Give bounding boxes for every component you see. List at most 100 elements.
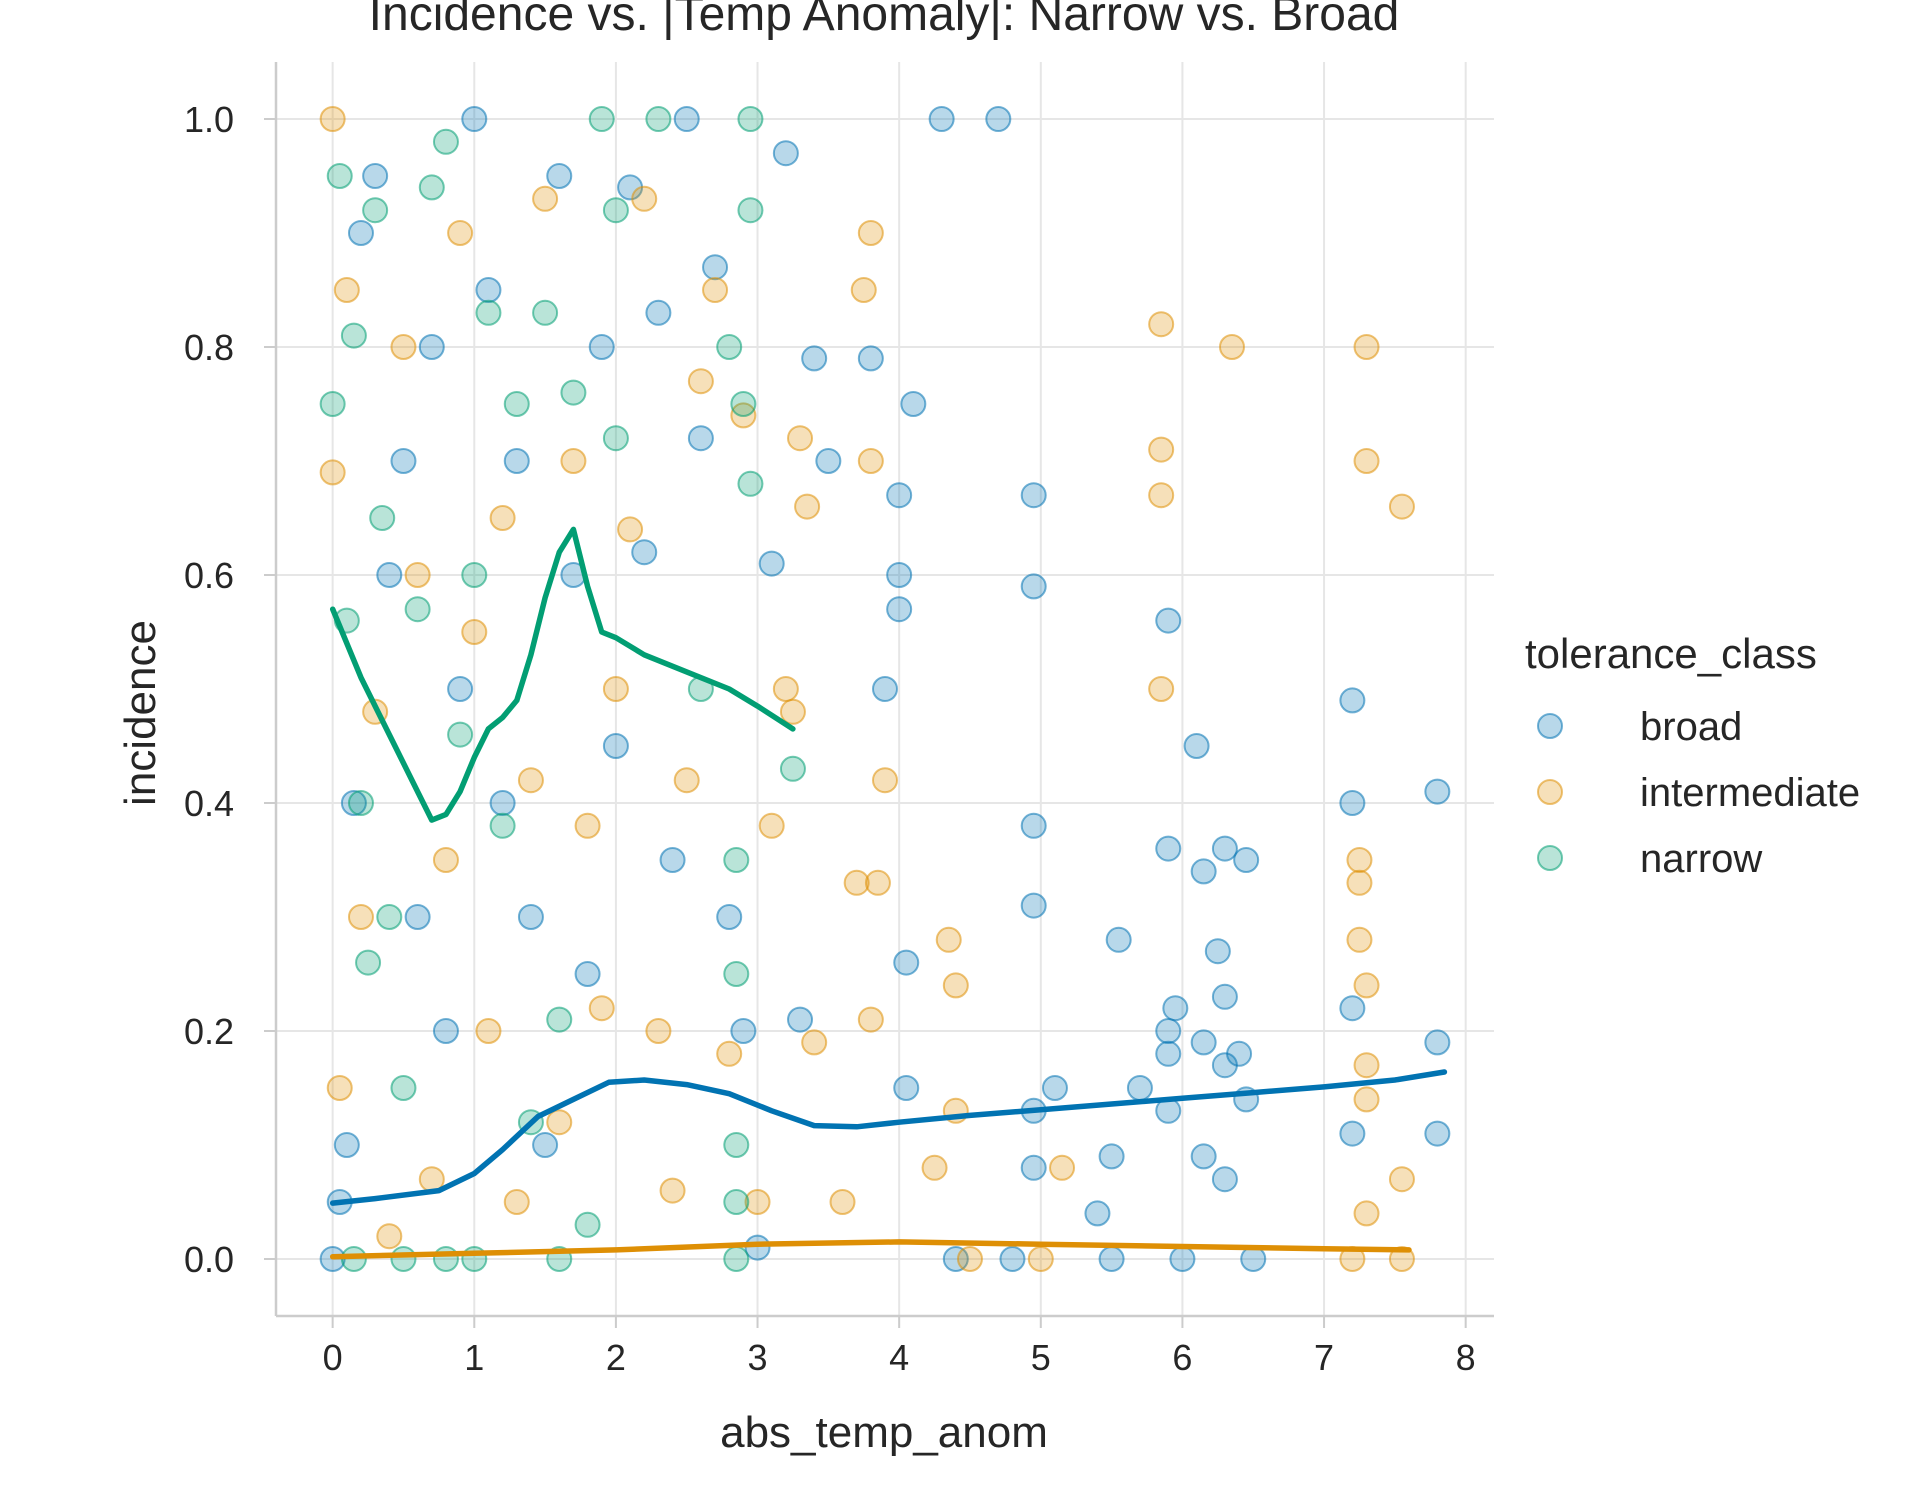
point-intermediate xyxy=(432,847,459,873)
y-axis-title: incidence xyxy=(116,620,165,806)
point-intermediate xyxy=(1388,1246,1415,1272)
point-broad xyxy=(645,299,672,326)
point-broad xyxy=(347,220,374,246)
point-broad xyxy=(1020,482,1047,509)
point-intermediate xyxy=(850,277,877,303)
point-intermediate xyxy=(772,676,799,702)
point-intermediate xyxy=(779,698,806,725)
point-broad xyxy=(758,550,785,577)
point-broad xyxy=(390,448,417,474)
point-broad xyxy=(631,539,658,566)
point-intermediate xyxy=(857,220,884,246)
point-broad xyxy=(1211,1166,1238,1193)
point-intermediate xyxy=(956,1246,983,1272)
y-tick-label: 1.0 xyxy=(184,99,234,140)
point-narrow xyxy=(723,1189,750,1215)
point-intermediate xyxy=(319,106,346,132)
point-broad xyxy=(376,562,403,588)
point-narrow xyxy=(461,562,488,588)
point-broad xyxy=(815,448,842,474)
x-tick-label: 6 xyxy=(1172,1337,1192,1378)
point-broad xyxy=(1098,1143,1125,1170)
point-broad xyxy=(886,482,913,509)
point-intermediate xyxy=(673,767,700,794)
point-broad xyxy=(1233,847,1260,873)
legend-label-broad: broad xyxy=(1640,705,1742,749)
point-broad xyxy=(1020,1154,1047,1181)
point-broad xyxy=(1339,790,1366,816)
point-narrow xyxy=(779,755,806,782)
point-narrow xyxy=(390,1246,417,1272)
point-narrow xyxy=(588,106,615,132)
axes: 0 1 2 3 4 5 6 7 8 0.0 0.2 0.4 0.6 0.8 1.0 xyxy=(184,62,1494,1378)
point-broad xyxy=(928,106,955,132)
point-broad xyxy=(532,1132,559,1158)
point-broad xyxy=(1155,835,1182,862)
point-broad xyxy=(716,904,743,930)
point-narrow xyxy=(716,334,743,360)
point-intermediate xyxy=(1049,1154,1076,1181)
point-intermediate xyxy=(864,869,891,896)
point-intermediate xyxy=(872,767,898,794)
x-tick-label: 4 xyxy=(889,1337,909,1378)
point-intermediate xyxy=(857,1006,884,1033)
point-broad xyxy=(1020,573,1047,600)
point-broad xyxy=(461,106,488,132)
point-broad xyxy=(1339,1120,1366,1147)
point-broad xyxy=(730,1018,757,1044)
point-narrow xyxy=(737,106,764,132)
point-intermediate xyxy=(546,1109,573,1136)
point-broad xyxy=(1211,983,1238,1010)
point-broad xyxy=(1183,733,1210,759)
point-broad xyxy=(886,562,913,588)
point-broad xyxy=(1020,892,1047,919)
point-intermediate xyxy=(857,448,884,474)
point-intermediate xyxy=(347,904,374,930)
point-narrow xyxy=(362,197,389,224)
point-narrow xyxy=(503,391,530,417)
point-broad xyxy=(1339,687,1366,714)
point-broad xyxy=(340,790,367,816)
trend-lines xyxy=(329,526,1448,1260)
point-intermediate xyxy=(319,459,346,486)
point-broad xyxy=(1226,1040,1253,1067)
point-intermediate xyxy=(935,926,962,953)
point-narrow xyxy=(723,847,750,873)
point-intermediate xyxy=(716,1040,743,1067)
point-intermediate xyxy=(1388,493,1415,520)
legend-label-narrow: narrow xyxy=(1640,837,1762,881)
point-broad xyxy=(1155,1018,1182,1044)
point-broad xyxy=(432,1018,459,1044)
y-tick-label: 0.8 xyxy=(184,327,234,368)
point-broad xyxy=(1240,1246,1267,1272)
point-intermediate xyxy=(461,619,488,645)
point-intermediate xyxy=(1346,869,1373,896)
x-tick-label: 1 xyxy=(464,1337,484,1378)
point-intermediate xyxy=(390,334,417,360)
point-narrow xyxy=(376,904,403,930)
point-broad xyxy=(475,277,502,303)
point-intermediate xyxy=(404,562,431,588)
point-narrow xyxy=(723,1246,750,1272)
point-narrow xyxy=(737,470,764,497)
point-intermediate xyxy=(744,1189,771,1215)
point-intermediate xyxy=(758,812,785,839)
x-tick-label: 7 xyxy=(1314,1337,1334,1378)
x-tick-label: 3 xyxy=(748,1337,768,1378)
point-narrow xyxy=(319,391,346,417)
point-intermediate xyxy=(702,277,729,303)
point-intermediate xyxy=(560,448,587,474)
point-narrow xyxy=(560,379,587,406)
points xyxy=(319,106,1451,1272)
point-narrow xyxy=(340,322,367,349)
point-intermediate xyxy=(1346,926,1373,953)
point-broad xyxy=(588,334,615,360)
point-broad xyxy=(985,106,1012,132)
point-broad xyxy=(362,163,389,189)
point-broad xyxy=(801,345,828,372)
point-intermediate xyxy=(1353,1200,1380,1227)
point-narrow xyxy=(532,299,559,326)
point-narrow xyxy=(723,961,750,987)
point-broad xyxy=(489,790,516,816)
